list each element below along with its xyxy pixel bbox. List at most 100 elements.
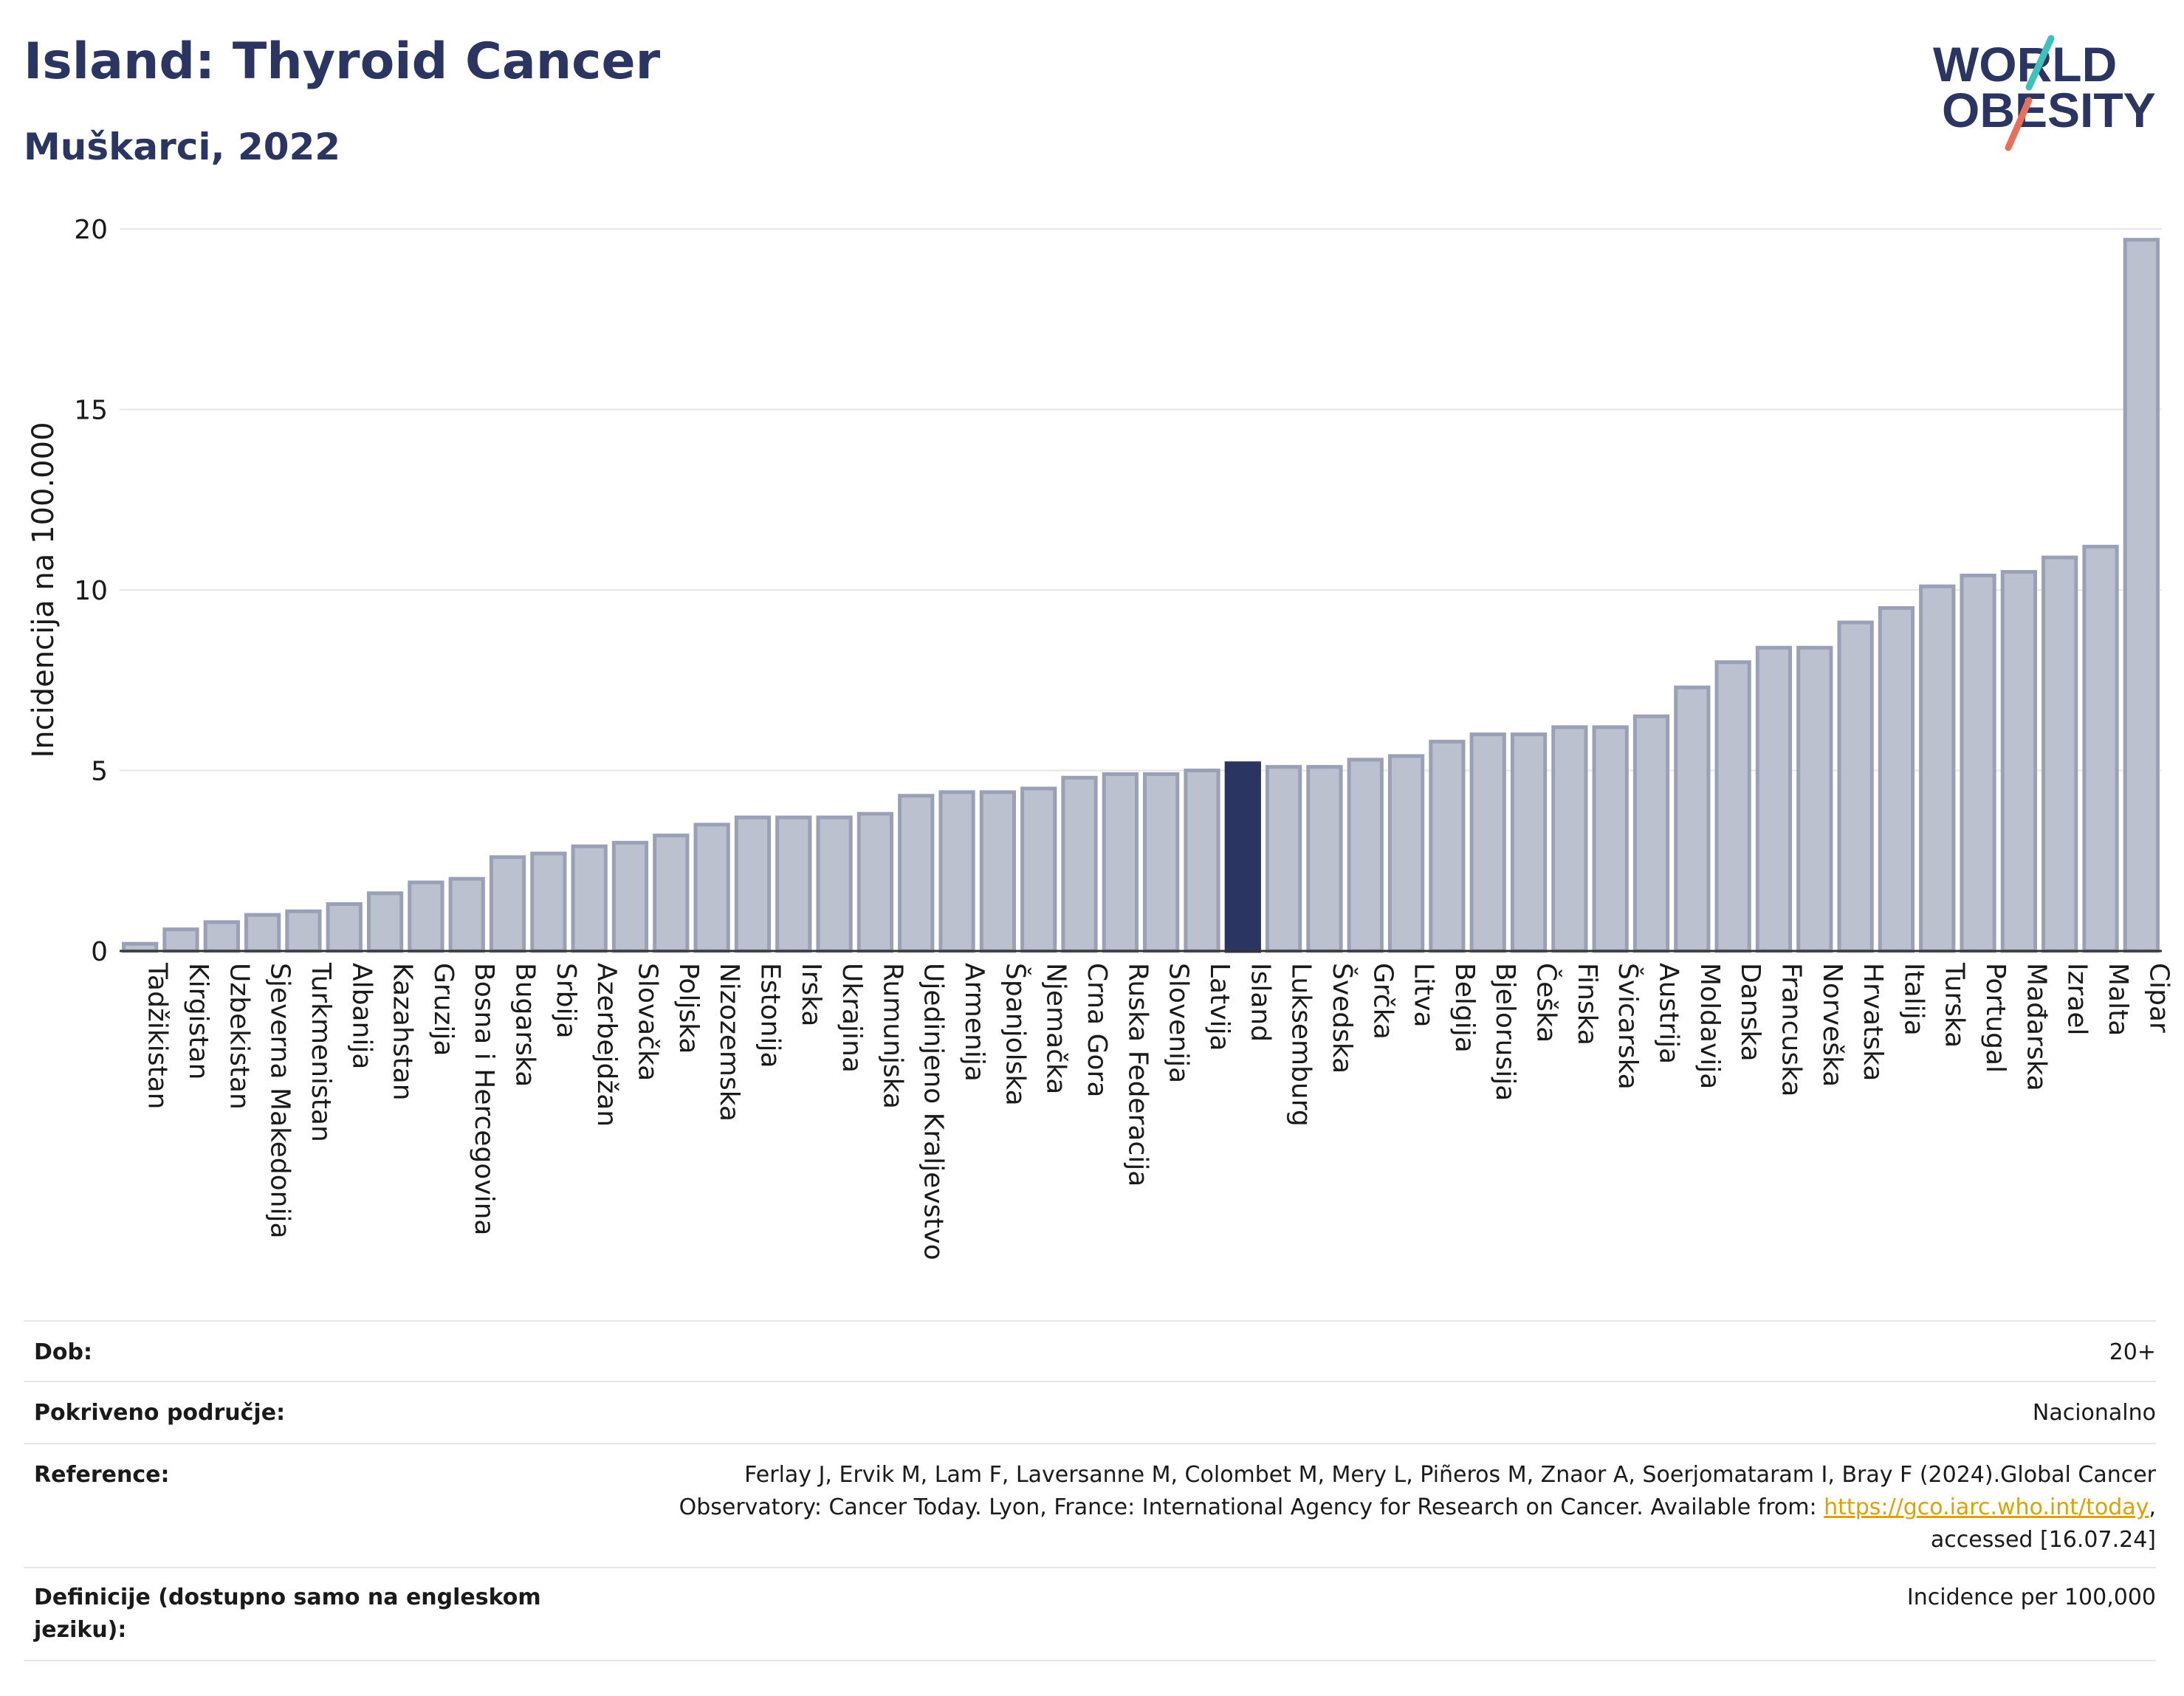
bar <box>530 851 567 953</box>
bar <box>1510 732 1548 953</box>
bar <box>775 815 812 953</box>
bar <box>203 920 240 953</box>
info-value-age: 20+ <box>2109 1339 2156 1365</box>
reference-line3: accessed [16.07.24] <box>1930 1527 2156 1553</box>
bar <box>856 811 894 953</box>
bar <box>898 794 935 953</box>
info-label-definitions: Definicije (dostupno samo na engleskom j… <box>34 1585 541 1643</box>
x-tick-label: Ukrajina <box>837 963 867 1073</box>
info-row-definitions: Definicije (dostupno samo na engleskom j… <box>24 1567 2156 1661</box>
bar <box>1551 725 1588 953</box>
x-tick-label: Mađarska <box>2021 963 2051 1091</box>
bar <box>1469 732 1506 953</box>
bar <box>1592 725 1629 953</box>
x-tick-label: Slovačka <box>633 963 663 1081</box>
x-tick-label: Ruska Federacija <box>1122 963 1153 1187</box>
x-tick-label: Finska <box>1572 963 1602 1046</box>
x-tick-label: Hrvatska <box>1858 963 1888 1081</box>
bar <box>1674 685 1711 953</box>
bar <box>1020 786 1057 953</box>
world-obesity-logo: WORLD OBESITY <box>1933 35 2156 151</box>
x-tick-label: Estonija <box>755 963 785 1068</box>
x-tick-label: Norveška <box>1817 963 1847 1087</box>
bar <box>326 902 363 953</box>
x-tick-label: Kirgistan <box>183 963 213 1079</box>
x-tick-label: Švedska <box>1327 963 1358 1074</box>
bar <box>1347 758 1384 953</box>
bar <box>693 823 730 953</box>
x-tick-label: Irska <box>796 963 826 1026</box>
bar <box>1387 754 1425 953</box>
y-tick-label: 10 <box>74 576 108 606</box>
x-tick-label: Slovenija <box>1164 963 1194 1083</box>
bar <box>1265 765 1302 953</box>
x-tick-label: Srbija <box>551 963 581 1039</box>
x-tick-label: Island <box>1245 963 1275 1042</box>
bar <box>448 876 485 953</box>
reference-link[interactable]: https://gco.iarc.who.int/today <box>1824 1494 2149 1520</box>
x-tick-label: Izrael <box>2062 963 2092 1036</box>
x-tick-label: Švicarska <box>1613 963 1644 1090</box>
bar <box>408 880 444 953</box>
bar <box>489 855 526 953</box>
info-value-definitions: Incidence per 100,000 <box>1906 1585 2156 1610</box>
bar-chart: 0 5 10 15 20 Incidencija na 100.000 Tadžikista… <box>27 215 2174 1260</box>
bar <box>1878 605 1915 953</box>
x-tick-label: Poljska <box>673 963 704 1054</box>
x-tick-label: Bugarska <box>510 963 540 1087</box>
x-tick-label: Sjeverna Makedonija <box>265 963 295 1239</box>
y-tick-label: 15 <box>74 396 108 426</box>
bar <box>1919 584 1956 953</box>
bar <box>734 815 772 953</box>
x-tick-label: Češka <box>1531 963 1562 1043</box>
bar <box>816 815 853 953</box>
x-tick-label: Rumunjska <box>877 963 907 1109</box>
x-tick-label: Njemačka <box>1041 963 1071 1094</box>
reference-line1: Ferlay J, Ervik M, Lam F, Laversanne M, … <box>744 1462 2156 1488</box>
bar <box>938 790 975 953</box>
logo-line1: WORLD <box>1933 37 2117 92</box>
info-label-coverage: Pokriveno područje: <box>34 1400 286 1426</box>
bar <box>2123 238 2160 953</box>
bar <box>1306 765 1343 953</box>
info-value-reference: Ferlay J, Ervik M, Lam F, Laversanne M, … <box>605 1459 2156 1556</box>
x-tick-label: Turkmenistan <box>306 962 336 1142</box>
x-tick-label: Moldavija <box>1694 963 1725 1089</box>
bar <box>285 909 322 953</box>
x-tick-label: Portugal <box>1980 963 2010 1073</box>
bar <box>1714 660 1751 953</box>
logo-slash-bottom <box>2005 97 2033 151</box>
x-tick-label: Latvija <box>1204 963 1234 1051</box>
y-tick-label: 20 <box>74 215 108 245</box>
reference-line2-text: Observatory: Cancer Today. Lyon, France:… <box>679 1494 1824 1520</box>
bar <box>2082 544 2119 953</box>
chart-title: Island: Thyroid Cancer <box>24 32 661 91</box>
x-tick-label: Azerbejdžan <box>591 963 622 1127</box>
x-tick-label: Nizozemska <box>714 963 744 1122</box>
bar <box>571 844 608 953</box>
info-value-coverage: Nacionalno <box>2032 1400 2156 1426</box>
bar <box>244 913 281 953</box>
x-tick-label: Albanija <box>346 963 377 1069</box>
x-tick-label: Armenija <box>959 963 989 1082</box>
x-tick-label: Tadžikistan <box>142 962 173 1109</box>
bar <box>2042 555 2078 953</box>
bar <box>1632 714 1670 953</box>
y-axis-label: Incidencija na 100.000 <box>27 422 61 758</box>
x-tick-label: Crna Gora <box>1082 963 1112 1097</box>
x-tick-label: Malta <box>2103 963 2133 1036</box>
info-row-coverage: Pokriveno područje: Nacionalno <box>24 1381 2156 1444</box>
x-tick-label: Uzbekistan <box>224 963 254 1110</box>
bar <box>1061 775 1098 953</box>
x-tick-label: Gruzija <box>428 963 459 1056</box>
bar <box>1224 761 1261 953</box>
x-tick-label: Španjolska <box>1000 963 1031 1106</box>
bar <box>611 840 649 953</box>
bar <box>1143 772 1180 953</box>
info-label-age: Dob: <box>34 1339 92 1365</box>
x-tick-label: Ujedinjeno Kraljevstvo <box>918 963 949 1260</box>
reference-line2-end: , <box>2149 1494 2156 1520</box>
info-row-reference: Reference: Ferlay J, Ervik M, Lam F, Lav… <box>24 1443 2156 1568</box>
bar <box>366 891 404 953</box>
bar <box>1796 645 1833 953</box>
